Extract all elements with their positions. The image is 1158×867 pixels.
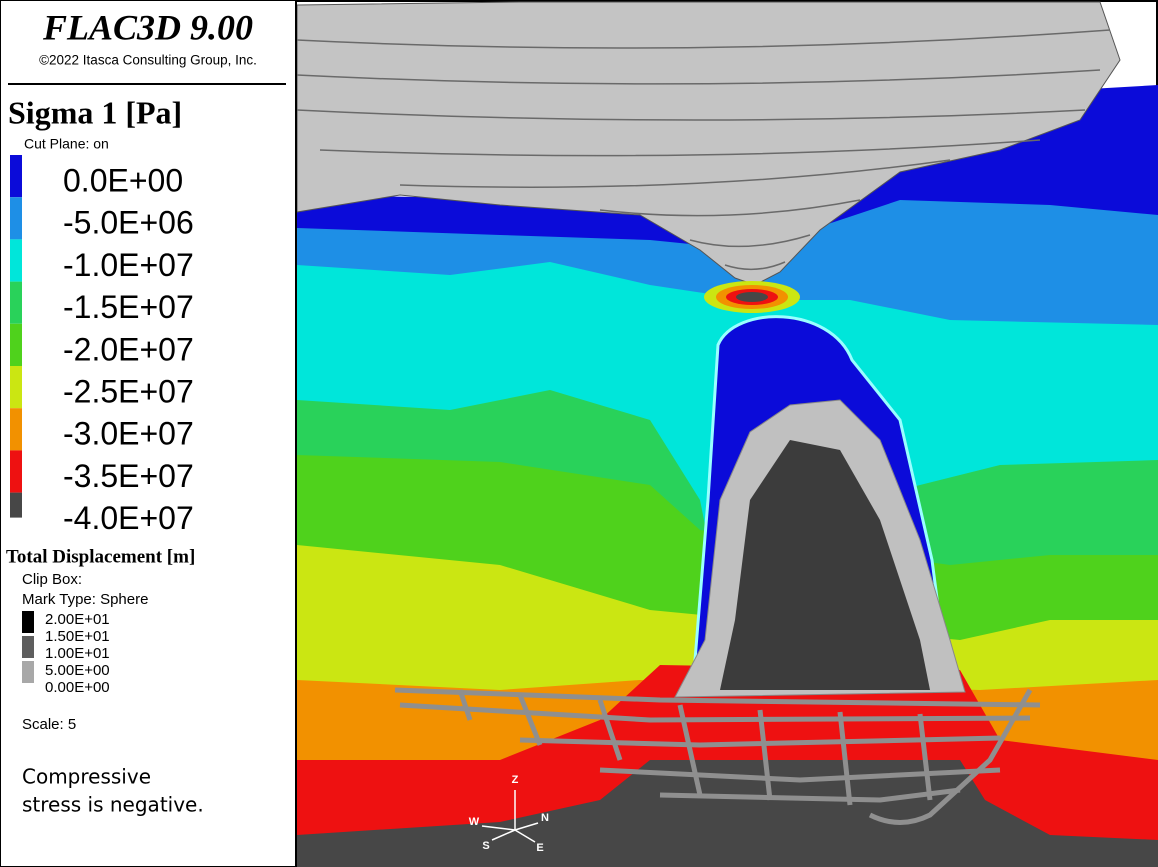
- axis-label: Z: [512, 774, 519, 786]
- page: {"header": {"title": "FLAC3D 9.00", "cop…: [0, 0, 1158, 867]
- cut-plane: Cut Plane: on: [24, 136, 109, 152]
- legend-label: 0.00E+00: [45, 679, 110, 696]
- legend-swatch: [22, 611, 34, 633]
- legend-label: -1.5E+07: [63, 289, 194, 325]
- legend-label: -3.5E+07: [63, 458, 194, 494]
- legend-title: Sigma 1 [Pa]: [8, 94, 182, 130]
- legend-label: -1.0E+07: [63, 247, 194, 283]
- legend-label: 1.00E+01: [45, 645, 110, 662]
- legend-label: 5.00E+00: [45, 662, 110, 679]
- axis-label: N: [541, 812, 549, 824]
- legend-swatch: [10, 366, 22, 408]
- scale: Scale: 5: [22, 716, 76, 733]
- legend-label: 2.00E+01: [45, 611, 110, 628]
- legend-label: 1.50E+01: [45, 628, 110, 645]
- axis-label: S: [482, 840, 489, 852]
- legend-title: Total Displacement [m]: [6, 546, 195, 567]
- copyright: ©2022 Itasca Consulting Group, Inc.: [39, 53, 257, 68]
- note: stress is negative.: [22, 793, 204, 817]
- axis-label: E: [536, 842, 543, 854]
- note: Compressive: [22, 765, 151, 789]
- legend-label: -2.0E+07: [63, 331, 194, 367]
- hotspot: [736, 292, 768, 302]
- app-title: FLAC3D 9.00: [42, 7, 253, 47]
- legend-label: -2.5E+07: [63, 373, 194, 409]
- legend-swatch: [10, 450, 22, 492]
- legend-swatch: [22, 661, 34, 683]
- legend-label: 0.0E+00: [63, 162, 183, 198]
- legend-swatch: [10, 239, 22, 281]
- legend-swatch: [10, 408, 22, 450]
- legend-swatch: [10, 282, 22, 324]
- axis-label: W: [469, 816, 480, 828]
- clip-box: Clip Box:: [22, 571, 82, 588]
- legend-swatch: [22, 636, 34, 658]
- screen: Z W N S E FLAC3D 9.00 ©2022 Itasca Consu…: [0, 0, 1158, 867]
- legend-swatch: [10, 324, 22, 366]
- legend-swatch: [10, 493, 22, 518]
- legend-label: -3.0E+07: [63, 416, 194, 452]
- legend-label: -4.0E+07: [63, 500, 194, 536]
- legend-label: -5.0E+06: [63, 205, 194, 241]
- legend-swatch: [10, 155, 22, 197]
- mark-type: Mark Type: Sphere: [22, 591, 148, 608]
- legend-swatch: [10, 197, 22, 239]
- model-view: Z W N S E: [297, 2, 1158, 867]
